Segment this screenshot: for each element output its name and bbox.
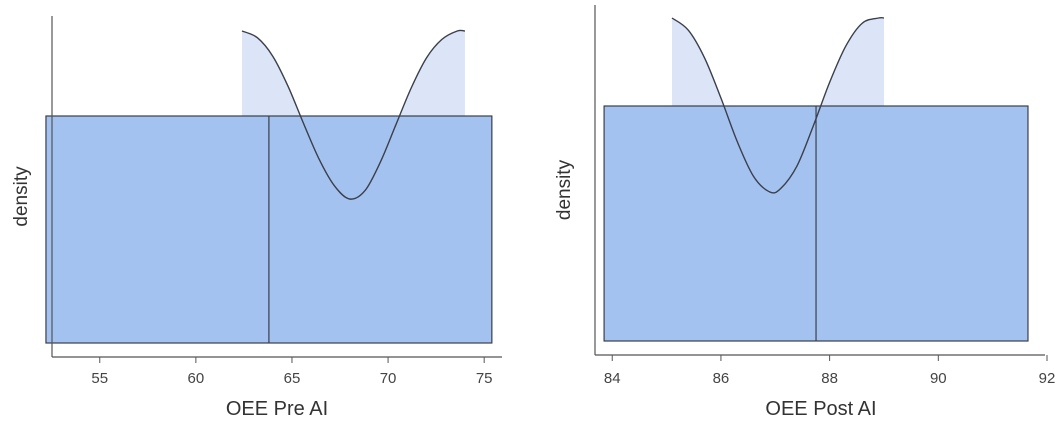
panel-2-y-axis-title: density [554, 159, 575, 220]
panel-2-x-tick-label: 88 [821, 370, 838, 387]
panel-1-x-tick-label: 65 [284, 370, 301, 387]
panel-2-x-tick-label: 84 [604, 370, 621, 387]
panel-1-x-tick-label: 55 [91, 370, 108, 387]
panel-2-density-curve [671, 16, 885, 194]
panel-1-x-tick-label: 75 [476, 370, 493, 387]
panel-2-x-tick-label: 90 [930, 370, 947, 387]
panel-1-x-axis-title: OEE Pre AI [226, 398, 328, 420]
panel-2-x-tick-label: 86 [713, 370, 730, 387]
panel-1-y-axis-title: density [11, 166, 32, 227]
panel-1-density-curve [241, 29, 466, 200]
panel-2-x-axis-title: OEE Post AI [765, 398, 876, 420]
panel-1-x-tick-label: 60 [188, 370, 205, 387]
panel-2-x-tick-label: 92 [1039, 370, 1056, 387]
panel-1-x-tick-label: 70 [380, 370, 397, 387]
